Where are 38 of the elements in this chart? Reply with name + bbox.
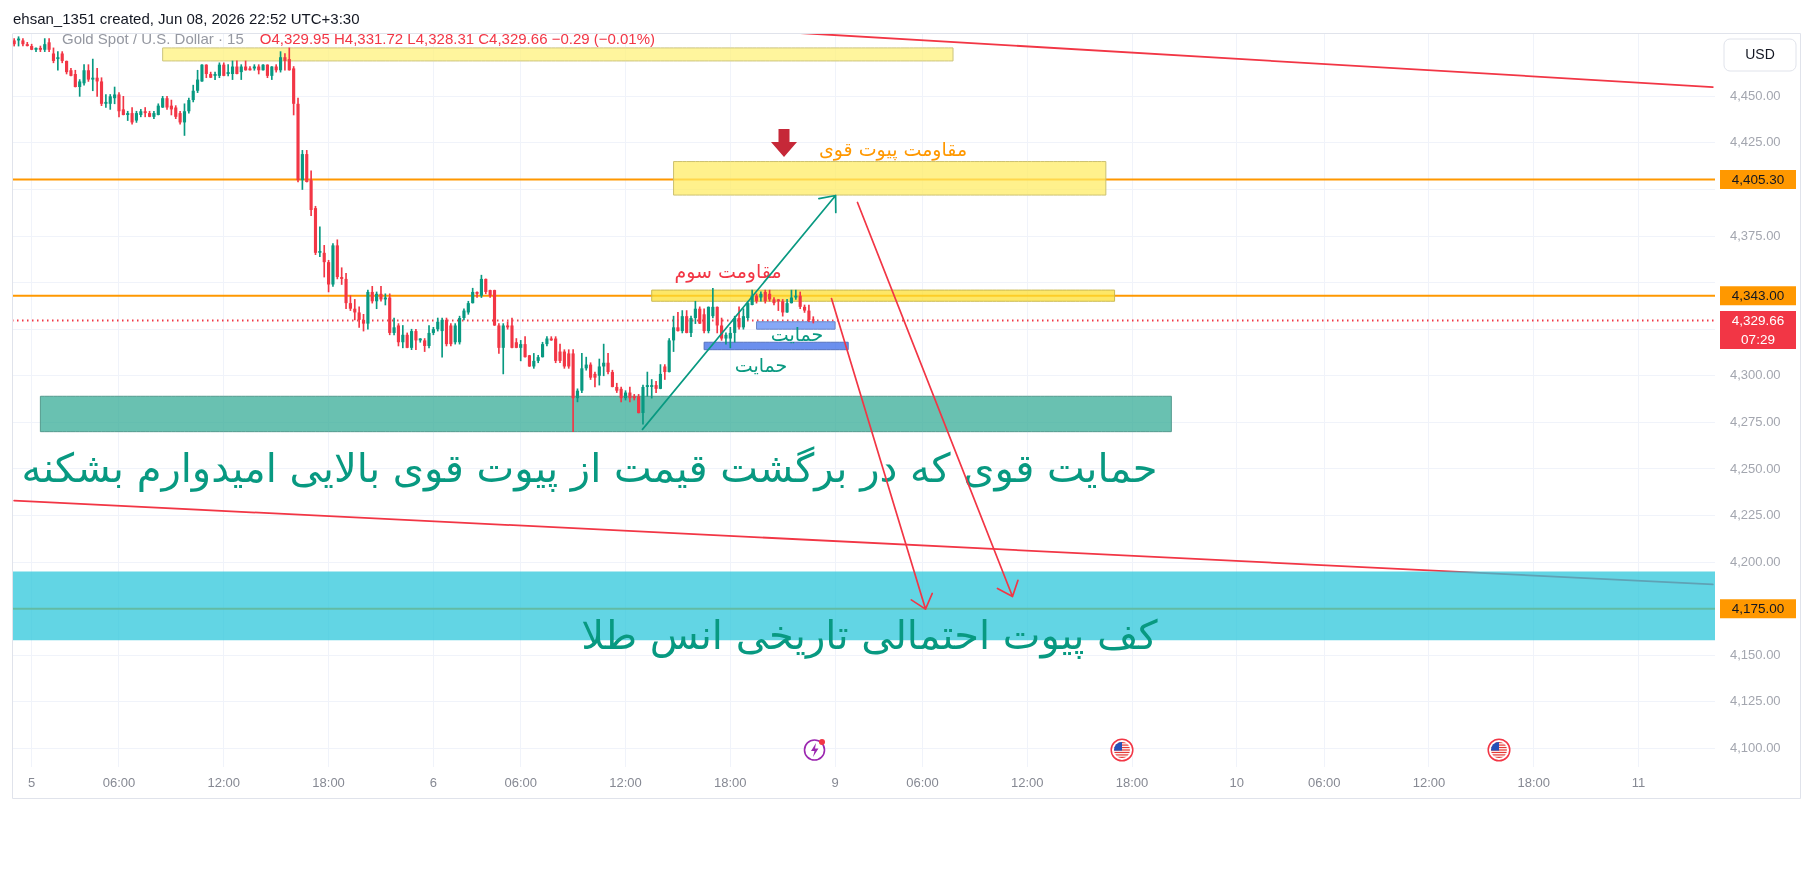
y-tick-label: 4,225.00 bbox=[1730, 507, 1781, 523]
x-tick-label: 18:00 bbox=[1115, 775, 1149, 791]
x-tick-label: 9 bbox=[831, 775, 839, 791]
x-tick-label: 06:00 bbox=[906, 775, 939, 791]
y-tick-label: 4,375.00 bbox=[1730, 227, 1781, 243]
annotation: O4,329.95 H4,331.72 L4,328.31 C4,329.66 −0.29 (−0.01%) bbox=[259, 29, 656, 47]
annotation: حمایت bbox=[734, 353, 788, 376]
x-tick-label: 18:00 bbox=[1517, 775, 1551, 791]
x-tick-label: 6 bbox=[429, 775, 437, 791]
x-tick-label: 18:00 bbox=[714, 775, 747, 791]
y-tick-label: 4,275.00 bbox=[1730, 413, 1781, 429]
x-tick-label: 12:00 bbox=[1412, 775, 1446, 791]
ref-line-label: 4,343.00 bbox=[1731, 287, 1785, 303]
text: ehsan_1351 created, Jun 08, 2026 22:52 UTC+3:30 bbox=[13, 10, 360, 28]
x-tick-label: 5 bbox=[28, 775, 36, 791]
y-tick-label: 4,300.00 bbox=[1730, 367, 1781, 383]
y-tick-label: 4,425.00 bbox=[1730, 134, 1781, 150]
y-tick-label: 4,100.00 bbox=[1730, 739, 1781, 755]
x-tick-label: 12:00 bbox=[609, 775, 642, 791]
x-tick-label: 12:00 bbox=[207, 775, 241, 791]
y-tick-label: 4,150.00 bbox=[1730, 646, 1781, 662]
x-tick-label: 06:00 bbox=[1307, 775, 1341, 791]
y-tick-label: 4,250.00 bbox=[1730, 460, 1781, 476]
x-tick-label: 06:00 bbox=[504, 775, 537, 791]
x-tick-label: 06:00 bbox=[102, 775, 136, 791]
x-tick-label: 10 bbox=[1229, 775, 1245, 791]
y-tick-label: 4,200.00 bbox=[1730, 553, 1781, 569]
x-tick-label: 18:00 bbox=[312, 775, 345, 791]
y-tick-label: 4,450.00 bbox=[1730, 87, 1781, 103]
ref-line-label: 4,405.30 bbox=[1731, 171, 1785, 187]
x-tick-label: 11 bbox=[1631, 775, 1646, 791]
annotation: حمایت bbox=[770, 322, 824, 345]
x-tick-label: 12:00 bbox=[1010, 775, 1044, 791]
ref-line-label: 4,329.66 07:29 bbox=[1731, 312, 1785, 347]
y-axis-title: USD bbox=[1745, 45, 1775, 62]
ref-line-label: 4,175.00 bbox=[1731, 600, 1785, 616]
y-tick-label: 4,125.00 bbox=[1730, 693, 1781, 709]
annotation: مقاومت پیوت قوی bbox=[818, 138, 968, 162]
